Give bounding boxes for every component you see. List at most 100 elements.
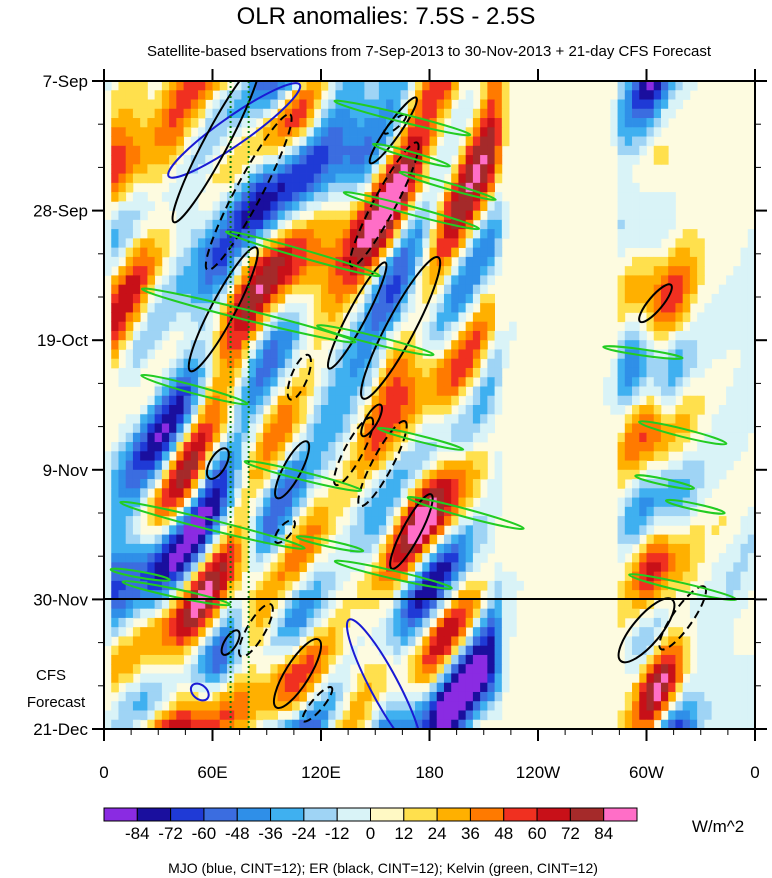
heat-cell bbox=[234, 330, 242, 341]
heat-cell bbox=[284, 349, 293, 360]
heat-cell bbox=[342, 377, 351, 387]
heat-cell bbox=[118, 145, 127, 156]
heat-cell bbox=[632, 553, 640, 563]
heat-cell bbox=[226, 664, 235, 674]
heat-cell bbox=[668, 386, 676, 397]
heat-cell bbox=[610, 367, 618, 378]
heat-cell bbox=[241, 136, 250, 147]
heat-cell bbox=[639, 90, 647, 100]
heat-cell bbox=[132, 636, 141, 647]
heat-cell bbox=[190, 164, 199, 174]
heat-cell bbox=[313, 599, 322, 610]
heat-cell bbox=[747, 321, 755, 332]
heat-cell bbox=[660, 192, 669, 202]
heat-cell bbox=[660, 497, 669, 508]
heat-cell bbox=[132, 645, 141, 656]
heat-cell bbox=[169, 682, 177, 693]
heat-cell bbox=[494, 599, 503, 610]
heat-cell bbox=[451, 275, 459, 286]
heat-cell bbox=[740, 599, 749, 610]
heat-cell bbox=[429, 321, 438, 332]
heat-cell bbox=[234, 525, 242, 535]
heat-cell bbox=[328, 497, 336, 508]
heat-cell bbox=[451, 682, 459, 693]
heat-cell bbox=[364, 543, 373, 554]
axis-ticks: 0 60E 120E 180 120W 60W 07-Sep28-Sep19-Oct9-No… bbox=[33, 69, 767, 782]
heat-cell bbox=[198, 627, 206, 637]
heat-cell bbox=[465, 229, 474, 239]
heat-cell bbox=[393, 645, 401, 656]
heat-cell bbox=[378, 580, 387, 591]
heat-cell bbox=[125, 691, 134, 702]
heat-cell bbox=[125, 136, 134, 147]
heat-cell bbox=[342, 664, 351, 674]
heat-cell bbox=[349, 229, 358, 239]
heat-cell bbox=[342, 238, 351, 249]
heat-cell bbox=[451, 469, 459, 480]
heat-cell bbox=[147, 479, 156, 489]
heat-cell bbox=[689, 710, 698, 721]
heat-cell bbox=[480, 284, 488, 295]
heat-cell bbox=[161, 108, 170, 119]
heat-cell bbox=[639, 377, 647, 387]
heat-cell bbox=[255, 266, 264, 276]
heat-cell bbox=[711, 590, 720, 600]
heat-cell bbox=[465, 488, 474, 498]
heat-cell bbox=[747, 293, 755, 304]
heat-cell bbox=[393, 580, 401, 591]
heat-cell bbox=[183, 155, 192, 165]
heat-cell bbox=[277, 229, 286, 239]
heat-cell bbox=[400, 460, 409, 471]
heat-cell bbox=[624, 608, 633, 619]
heat-cell bbox=[248, 599, 257, 610]
heat-cell bbox=[393, 303, 401, 313]
heat-cell bbox=[299, 608, 307, 619]
heat-cell bbox=[653, 90, 662, 100]
heat-cell bbox=[263, 340, 271, 350]
heat-cell bbox=[415, 543, 423, 554]
heat-cell bbox=[668, 636, 676, 647]
heat-cell bbox=[125, 145, 134, 156]
heat-cell bbox=[270, 219, 278, 230]
heat-cell bbox=[726, 321, 734, 332]
colorbar-label: 60 bbox=[528, 824, 547, 843]
heat-cell bbox=[646, 201, 655, 211]
heat-cell bbox=[733, 432, 741, 443]
heat-cell bbox=[451, 303, 459, 313]
heat-cell bbox=[306, 432, 315, 443]
heat-cell bbox=[125, 210, 134, 221]
heat-cell bbox=[653, 488, 662, 498]
heat-cell bbox=[632, 284, 640, 295]
heat-cell bbox=[140, 710, 148, 721]
heat-cell bbox=[509, 590, 517, 600]
heat-cell bbox=[378, 238, 387, 249]
heat-cell bbox=[682, 90, 691, 100]
heat-cell bbox=[458, 173, 467, 184]
heat-cell bbox=[429, 442, 438, 452]
heat-cell bbox=[718, 608, 727, 619]
heat-cell bbox=[646, 469, 655, 480]
heat-cell bbox=[154, 405, 163, 415]
heat-cell bbox=[161, 118, 170, 128]
heat-cell bbox=[234, 691, 242, 702]
heat-cell bbox=[263, 229, 271, 239]
heat-cell bbox=[733, 367, 741, 378]
heat-cell bbox=[270, 673, 278, 684]
heat-cell bbox=[747, 340, 755, 350]
heat-cell bbox=[480, 377, 488, 387]
heat-cell bbox=[321, 247, 329, 258]
heat-cell bbox=[689, 275, 698, 286]
heat-cell bbox=[386, 349, 394, 360]
heat-cell bbox=[436, 90, 445, 100]
heat-cell bbox=[299, 340, 307, 350]
colorbar-label: -84 bbox=[125, 824, 150, 843]
heat-cell bbox=[443, 358, 452, 369]
heat-cell bbox=[639, 423, 647, 434]
heat-cell bbox=[451, 118, 459, 128]
heat-cell bbox=[436, 164, 445, 174]
heat-cell bbox=[668, 442, 676, 452]
heat-cell bbox=[624, 534, 633, 545]
heat-cell bbox=[682, 238, 691, 249]
heat-cell bbox=[306, 479, 315, 489]
heat-cell bbox=[386, 479, 394, 489]
